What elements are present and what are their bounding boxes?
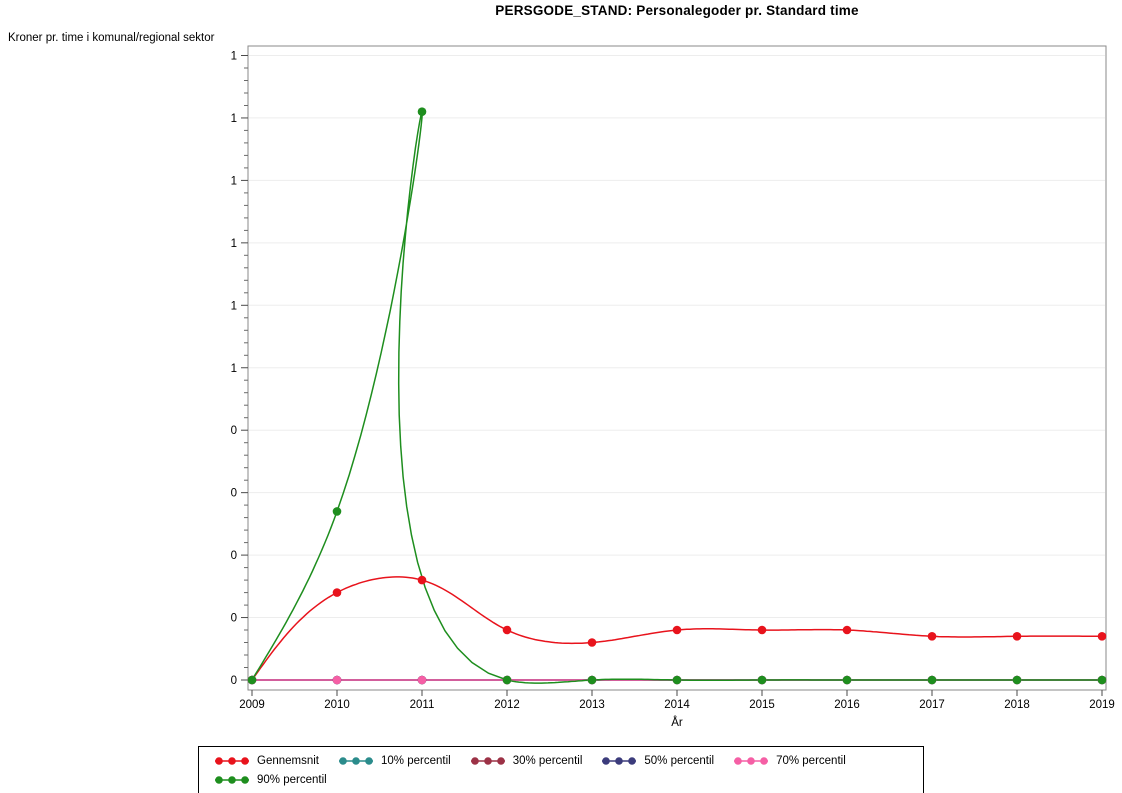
x-tick-label: 2015 (749, 699, 775, 711)
data-point-marker (927, 675, 937, 685)
y-tick-label: 0 (231, 425, 237, 437)
x-tick-label: 2012 (494, 699, 520, 711)
data-point-marker (587, 675, 597, 685)
y-tick-label: 1 (231, 175, 237, 187)
data-point-marker (672, 625, 682, 635)
x-tick-label: 2009 (239, 699, 265, 711)
series-markers-90-percentil (247, 107, 1107, 685)
legend-item: 50% percentil (600, 755, 714, 767)
legend-line-marker-swatch (602, 756, 637, 765)
data-point-marker (417, 675, 427, 685)
data-point-marker (332, 588, 342, 597)
x-axis-label: År (671, 717, 683, 729)
series-markers-gennemsnit (247, 575, 1107, 685)
data-point-marker (502, 675, 512, 685)
legend-swatch-marker (470, 756, 479, 765)
legend-swatch-marker (228, 756, 236, 765)
data-point-marker (417, 107, 427, 116)
legend-label: Gennemsnit (257, 754, 320, 767)
legend-swatch-marker (615, 756, 624, 765)
data-point-marker (842, 625, 852, 635)
legend-line-marker-swatch (215, 756, 249, 765)
legend-item: 90% percentil (213, 774, 327, 786)
y-tick-label: 0 (231, 613, 237, 625)
x-tick-label: 2013 (579, 699, 605, 711)
y-axis-label: Kroner pr. time i komunal/regional sekto… (8, 32, 215, 44)
data-point-marker (502, 625, 512, 635)
legend-row: 90% percentil (213, 770, 917, 789)
legend-label: 90% percentil (257, 773, 327, 786)
legend-row: Gennemsnit 10% percentil 30% percentil 50% … (213, 751, 917, 770)
x-tick-label: 2014 (664, 699, 690, 711)
legend-swatch-marker (215, 775, 223, 784)
legend-item: 30% percentil (469, 754, 583, 767)
legend-swatch-marker (241, 775, 249, 784)
legend-label: 50% percentil (644, 754, 715, 767)
x-tick-label: 2018 (1004, 699, 1030, 711)
series-lines (251, 109, 1102, 684)
legend-line-marker-swatch (734, 756, 769, 765)
legend-swatch-marker (734, 756, 742, 765)
series-line-90-percentil (251, 109, 1102, 684)
legend-swatch-marker (215, 756, 223, 765)
y-tick-label: 1 (231, 300, 237, 312)
legend-label: 10% percentil (381, 754, 451, 767)
data-point-marker (1012, 675, 1022, 685)
data-point-marker (332, 675, 342, 685)
legend-item: 70% percentil (732, 755, 846, 767)
chart-title: PERSGODE_STAND: Personalegoder pr. Stand… (495, 3, 859, 18)
x-tick-label: 2019 (1089, 699, 1115, 711)
data-point-marker (247, 675, 257, 685)
data-point-marker (672, 675, 682, 685)
legend-line-marker-swatch (339, 756, 374, 765)
y-tick-label: 0 (231, 550, 237, 562)
data-point-marker (1012, 632, 1022, 641)
legend-swatch-marker (628, 756, 637, 765)
data-point-marker (1097, 675, 1107, 685)
legend-swatch-marker (747, 756, 755, 765)
legend-swatch-marker (339, 756, 347, 765)
legend-swatch-marker (365, 756, 373, 765)
y-tick-label: 1 (231, 363, 237, 375)
series-markers (247, 107, 1107, 685)
legend-item: 10% percentil (337, 755, 451, 767)
legend-swatch-marker (241, 756, 249, 765)
y-tick-label: 0 (231, 488, 237, 500)
legend-item: Gennemsnit (213, 755, 319, 767)
legend: Gennemsnit 10% percentil 30% percentil 50% … (198, 746, 924, 793)
data-point-marker (927, 632, 937, 641)
data-point-marker (842, 675, 852, 685)
x-tick-label: 2016 (834, 699, 860, 711)
x-tick-label: 2010 (324, 699, 350, 711)
x-tick-label: 2011 (410, 699, 435, 711)
legend-swatch-marker (496, 756, 505, 765)
legend-swatch-marker (483, 756, 492, 765)
data-point-marker (757, 625, 767, 635)
legend-label: 30% percentil (512, 754, 583, 767)
y-tick-label: 0 (231, 675, 237, 687)
y-tick-label: 1 (231, 113, 237, 125)
data-point-marker (417, 575, 427, 585)
legend-swatch-marker (228, 775, 236, 784)
legend-line-marker-swatch (470, 756, 505, 765)
legend-swatch-marker (602, 756, 611, 765)
legend-label: 70% percentil (776, 754, 846, 767)
legend-swatch-marker (352, 756, 360, 765)
y-tick-label: 1 (231, 51, 237, 63)
data-point-marker (757, 675, 767, 685)
data-point-marker (587, 638, 597, 647)
data-point-marker (1097, 632, 1107, 641)
x-tick-label: 2017 (919, 699, 945, 711)
y-tick-label: 1 (231, 238, 237, 250)
legend-line-marker-swatch (215, 775, 249, 784)
data-point-marker (332, 507, 342, 516)
legend-swatch-marker (760, 756, 768, 765)
